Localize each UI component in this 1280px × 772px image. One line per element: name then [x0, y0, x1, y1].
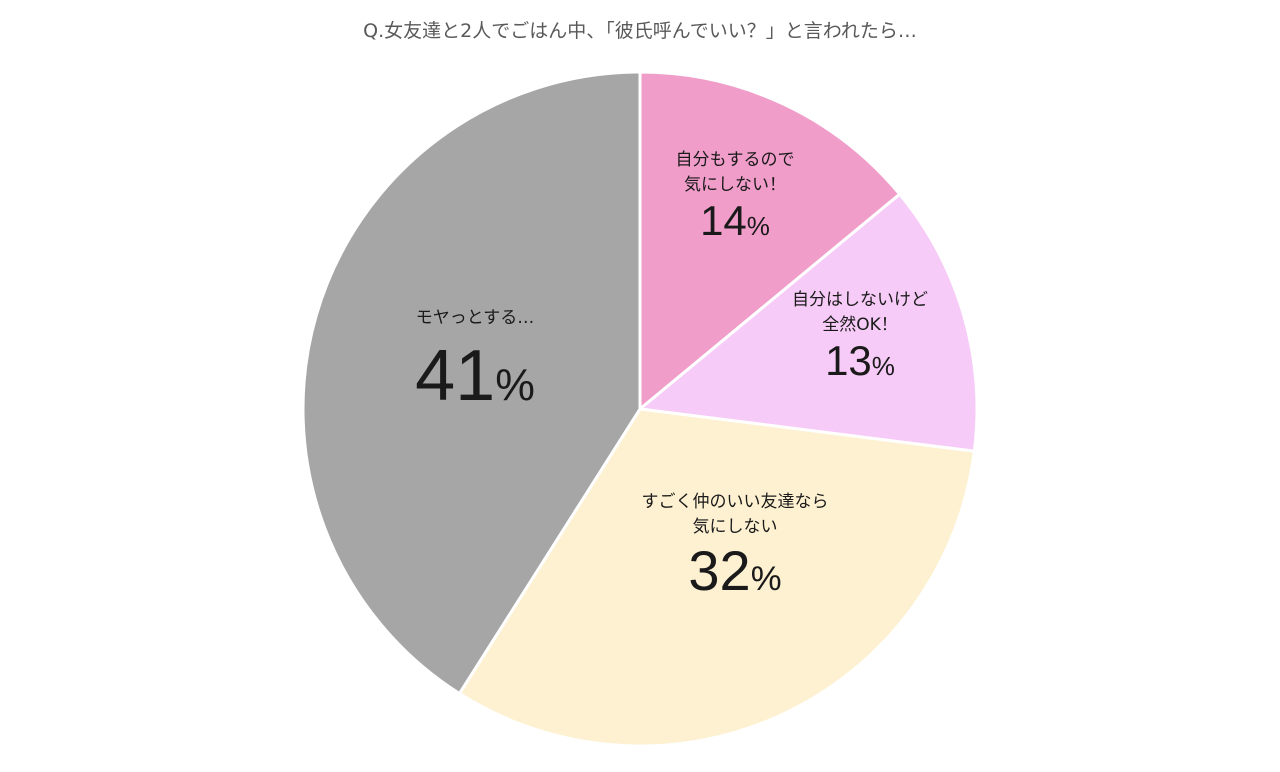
slice-label-0: 自分もするので 気にしない！ 14% [640, 148, 830, 246]
chart-title: Q.女友達と2人でごはん中、「彼氏呼んでいい？」と言われたら… [363, 20, 917, 42]
pie-slice-3 [301, 70, 642, 696]
slice-label-3: モヤっとする… 41% [380, 306, 570, 417]
slice-unit-3: % [495, 360, 535, 410]
slice-label-2: すごく仲のいい友達なら 気にしない 32% [600, 490, 870, 604]
slice-label-0-line2: 気にしない！ [684, 174, 786, 195]
slice-value-1: 13 [825, 337, 872, 385]
slice-label-1: 自分はしないけど 全然OK！ 13% [760, 288, 960, 386]
slice-label-1-line1: 自分はしないけど [792, 290, 928, 310]
slice-label-2-line1: すごく仲のいい友達なら [641, 492, 829, 512]
slice-value-0: 14 [700, 197, 747, 245]
pie-slice-1 [636, 192, 979, 453]
slice-label-1-line2: 全然OK！ [822, 314, 898, 335]
slice-label-3-line1: モヤっとする… [415, 308, 535, 328]
slice-unit-0: % [746, 211, 770, 242]
slice-unit-1: % [871, 351, 895, 382]
slice-unit-2: % [750, 560, 782, 599]
slice-value-2: 32 [688, 539, 751, 603]
slice-label-2-line2: 気にしない [692, 516, 778, 537]
slice-label-0-line1: 自分もするので [675, 150, 795, 170]
slice-value-3: 41 [415, 335, 496, 416]
pie-slice-0 [638, 70, 902, 413]
